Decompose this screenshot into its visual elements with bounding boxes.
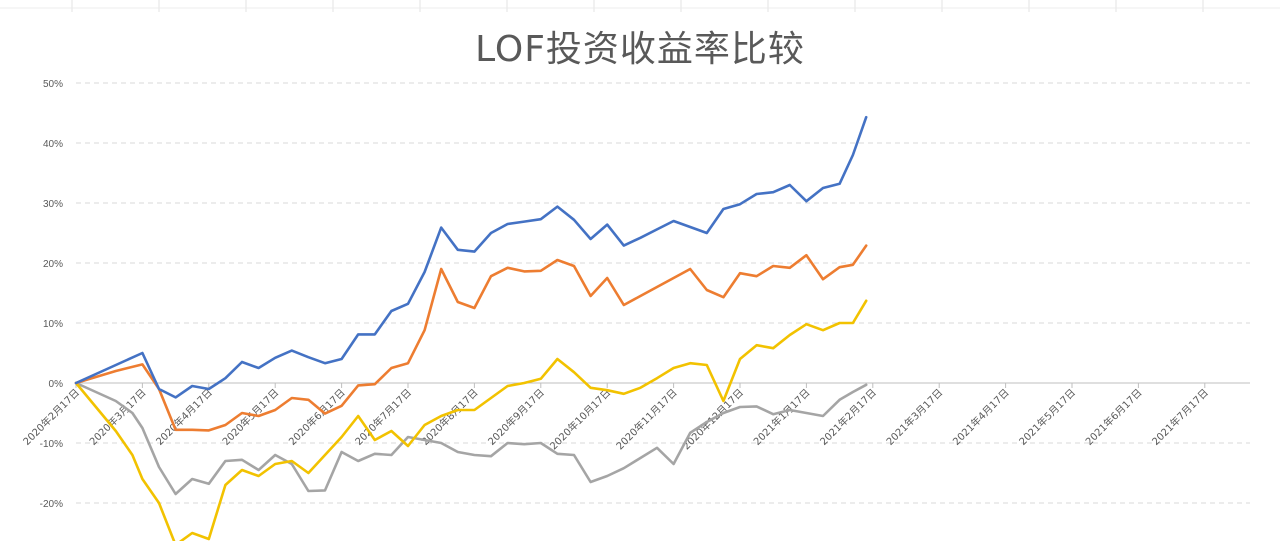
x-tick-label: 2020年10月17日: [547, 386, 613, 452]
series-line-2: [74, 244, 868, 432]
y-tick-label: 10%: [43, 319, 63, 330]
x-tick-label: 2021年4月17日: [950, 386, 1012, 448]
y-tick-label: 30%: [43, 199, 63, 210]
x-tick-label: 2020年3月17日: [87, 386, 149, 448]
x-tick-label: 2021年1月17日: [751, 386, 813, 448]
x-tick-label: 2021年3月17日: [883, 386, 945, 448]
series-line-3: [74, 299, 868, 541]
y-tick-label: -20%: [40, 499, 63, 510]
y-tick-label: 20%: [43, 259, 63, 270]
series-line-4: [74, 381, 868, 496]
chart-title: LOF投资收益率比较: [475, 29, 805, 70]
y-tick-label: 50%: [43, 79, 63, 90]
y-tick-label: 0%: [49, 379, 64, 390]
series-line-1: [74, 115, 868, 399]
x-tick-label: 2020年11月17日: [613, 386, 679, 452]
y-tick-label: 40%: [43, 139, 63, 150]
x-tick-label: 2021年6月17日: [1083, 386, 1145, 448]
x-tick-label: 2020年8月17日: [419, 386, 481, 448]
x-tick-label: 2021年7月17日: [1149, 386, 1211, 448]
x-tick-label: 2021年5月17日: [1016, 386, 1078, 448]
x-tick-label: 2020年5月17日: [219, 386, 281, 448]
y-tick-label: -10%: [40, 439, 63, 450]
